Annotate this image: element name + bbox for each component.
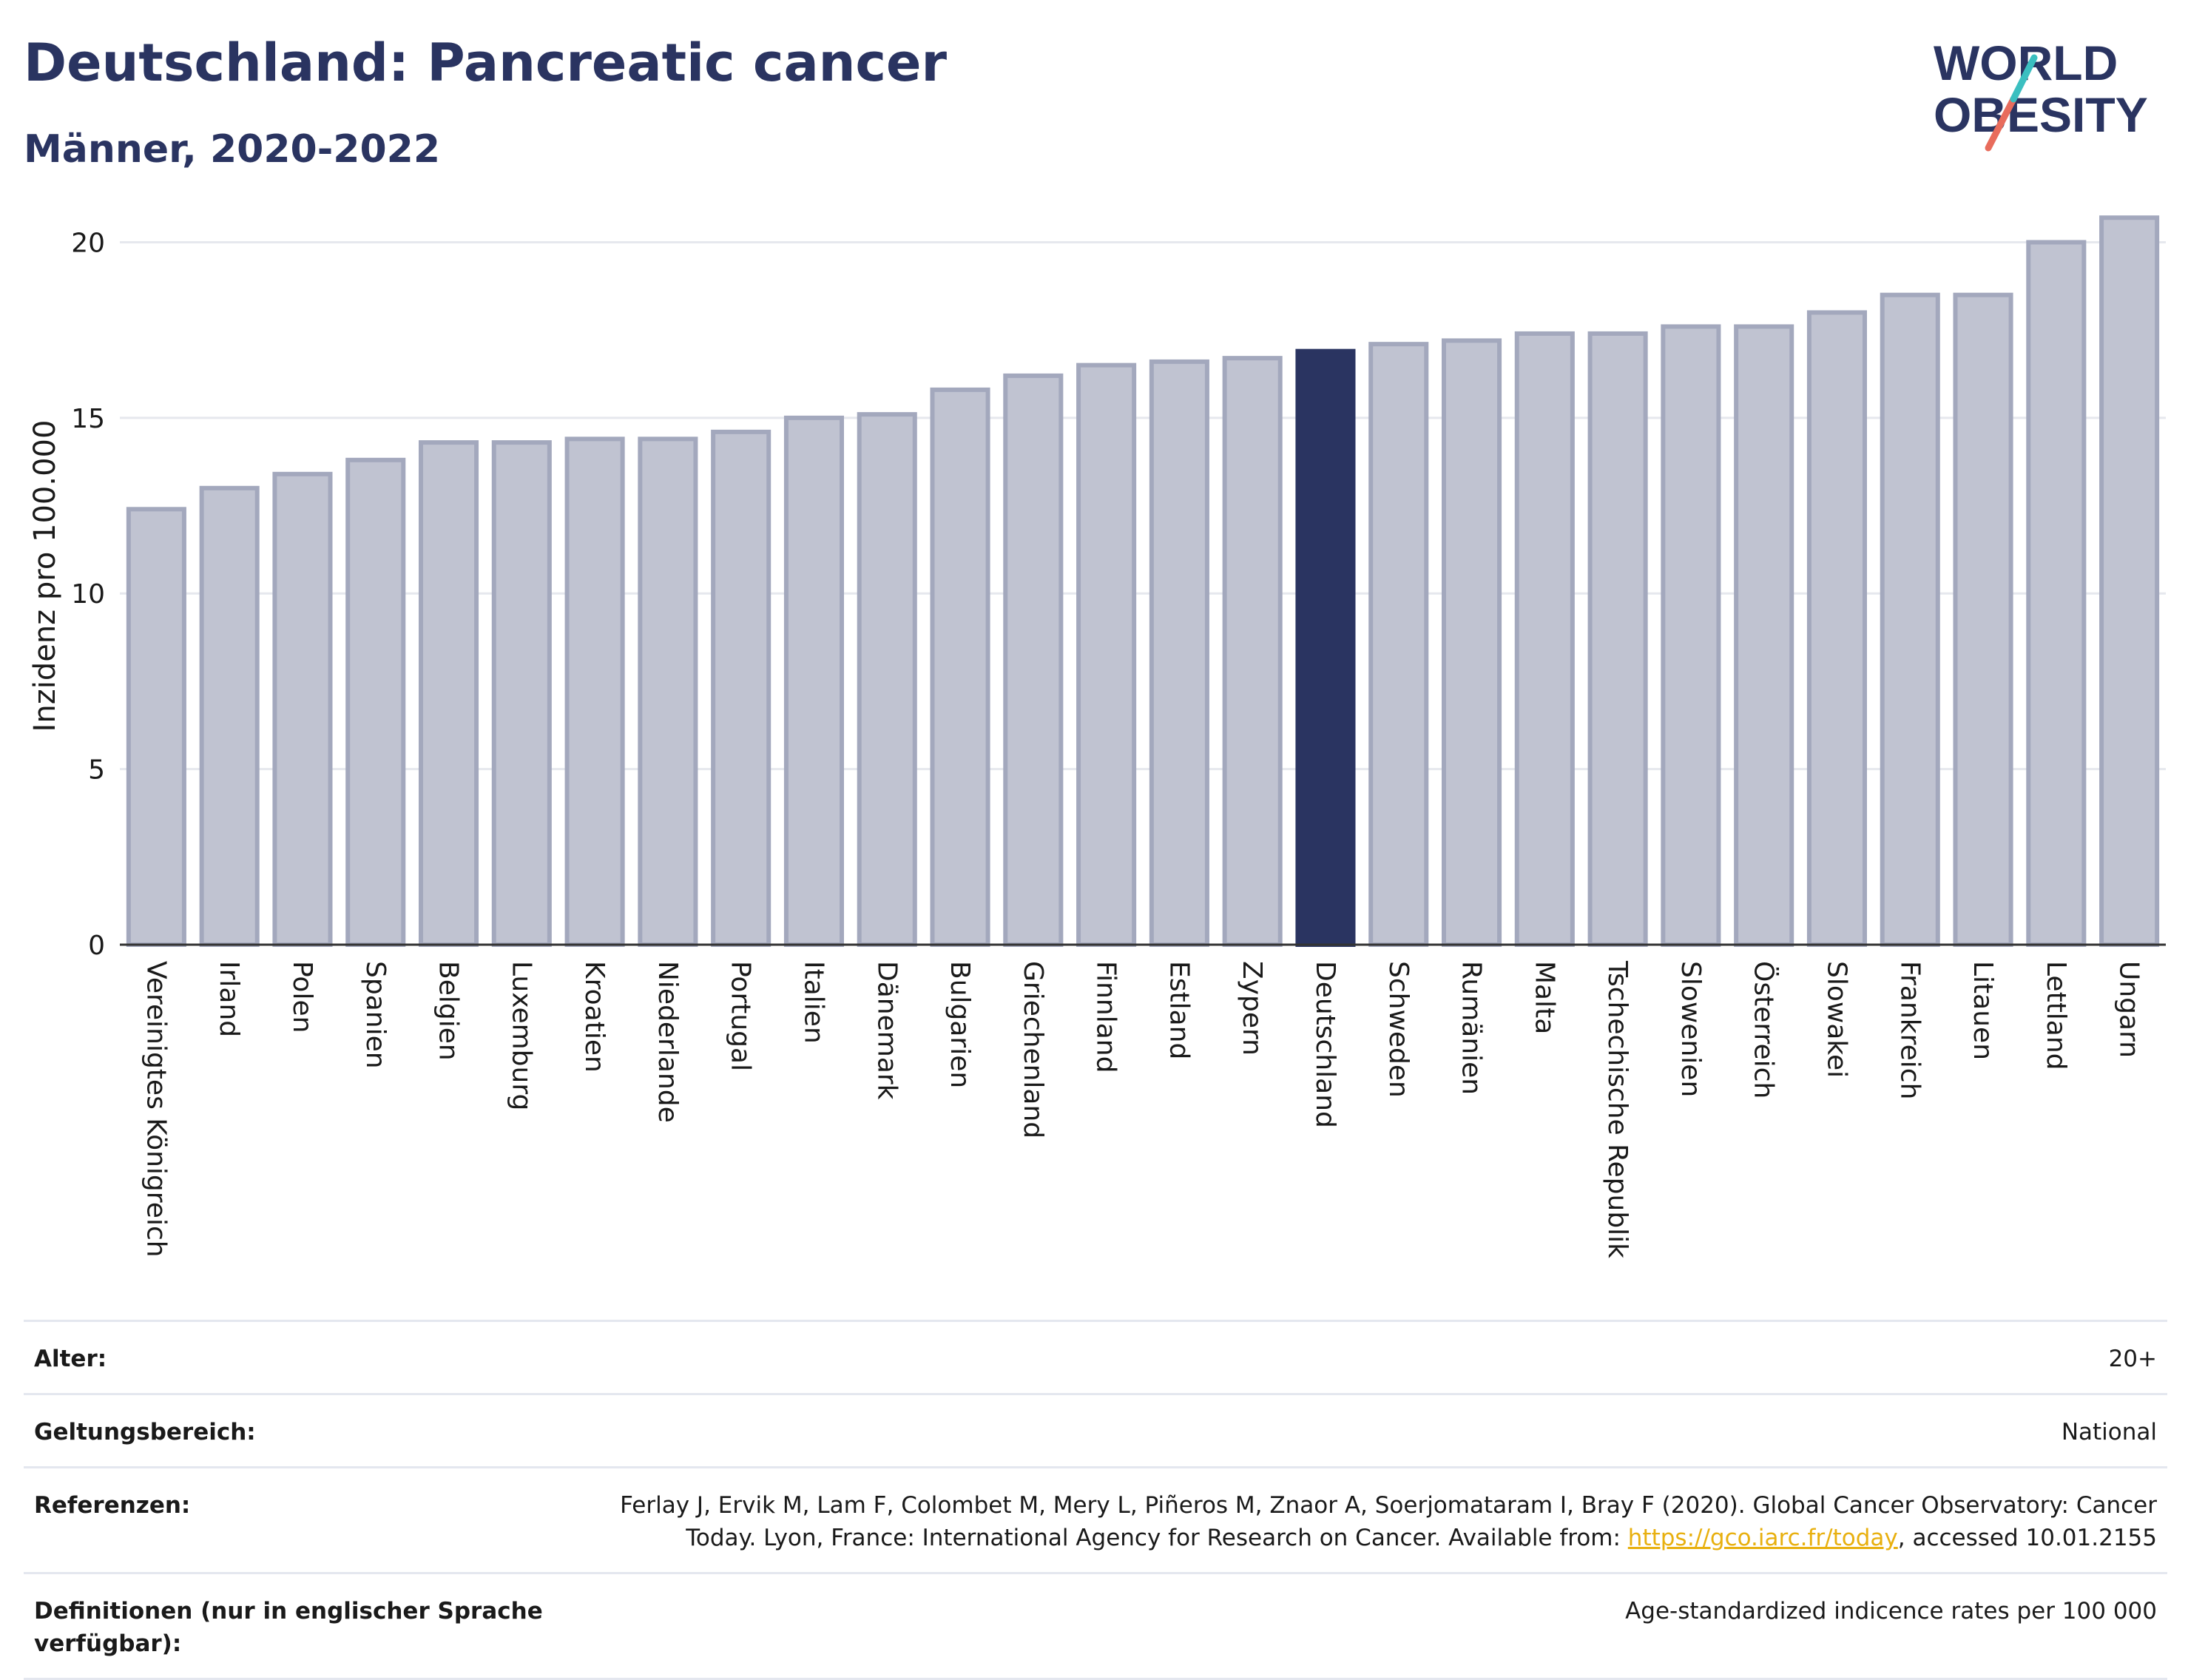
- bar-bulgarien: [930, 387, 990, 947]
- x-tick-label: Zypern: [1237, 961, 1267, 1056]
- reference-link[interactable]: https://gco.iarc.fr/today: [1627, 1525, 1898, 1551]
- bar-belgien: [418, 440, 479, 948]
- y-tick-label: 10: [71, 579, 105, 610]
- y-tick-label: 5: [88, 755, 105, 786]
- meta-value: Ferlay J, Ervik M, Lam F, Colombet M, Me…: [567, 1489, 2157, 1554]
- world-obesity-logo: WORLD OBESITY: [1934, 37, 2148, 152]
- x-tick-label: Kroatien: [579, 961, 610, 1073]
- meta-label: Alter:: [34, 1346, 107, 1372]
- bar-griechenland: [1003, 373, 1064, 947]
- reference-accessed: , accessed 10.01.2155: [1897, 1525, 2157, 1551]
- bar-italien: [783, 415, 845, 948]
- x-tick-label: Deutschland: [1310, 961, 1340, 1128]
- bar-luxemburg: [491, 440, 552, 948]
- x-tick-label: Litauen: [1968, 961, 1998, 1060]
- x-tick-label: Slowenien: [1675, 961, 1706, 1097]
- x-tick-label: Irland: [214, 961, 244, 1037]
- meta-row-definitions: Definitionen (nur in englischer Sprache …: [24, 1572, 2167, 1680]
- x-tick-label: Ungarn: [2114, 961, 2144, 1058]
- y-axis-label: Inzidenz pro 100.000: [28, 420, 62, 732]
- bar-ungarn: [2099, 215, 2160, 947]
- meta-value: Age-standardized indicence rates per 100…: [1625, 1598, 2157, 1625]
- metadata-table: Alter: 20+ Geltungsbereich: National Ref…: [24, 1320, 2167, 1680]
- meta-row-references: Referenzen: Ferlay J, Ervik M, Lam F, Co…: [24, 1466, 2167, 1572]
- bar-irland: [199, 485, 260, 947]
- meta-row-age: Alter: 20+: [24, 1320, 2167, 1393]
- bar-vereinigtes-königreich: [126, 507, 186, 947]
- bar-niederlande: [638, 436, 698, 948]
- bar-zypern: [1222, 356, 1283, 947]
- bar-estland: [1149, 359, 1209, 947]
- meta-label: Referenzen:: [34, 1492, 191, 1519]
- bar-finnland: [1076, 362, 1137, 947]
- x-tick-label: Dänemark: [871, 961, 902, 1100]
- meta-value: 20+: [2108, 1346, 2157, 1372]
- meta-label: Definitionen (nur in englischer Sprache …: [34, 1598, 543, 1657]
- x-tick-label: Belgien: [433, 961, 464, 1061]
- bar-schweden: [1368, 342, 1429, 947]
- x-tick-label: Vereinigtes Königreich: [141, 961, 171, 1258]
- reference-text: Ferlay J, Ervik M, Lam F, Colombet M, Me…: [620, 1492, 2157, 1551]
- x-tick-label: Italien: [798, 961, 828, 1044]
- bar-litauen: [1953, 292, 2013, 947]
- x-tick-label: Slowakei: [1821, 961, 1851, 1078]
- y-axis-ticks: 0 5 10 15 20: [71, 228, 105, 961]
- bar-rumänien: [1441, 338, 1502, 947]
- bar-lettland: [2026, 240, 2087, 947]
- meta-row-scope: Geltungsbereich: National: [24, 1393, 2167, 1466]
- y-tick-label: 20: [71, 228, 105, 258]
- x-tick-label: Polen: [287, 961, 317, 1033]
- bar-series: [126, 215, 2160, 948]
- bar-frankreich: [1880, 292, 1940, 947]
- x-tick-label: Portugal: [726, 961, 756, 1071]
- x-tick-label: Frankreich: [1894, 961, 1925, 1099]
- meta-label: Geltungsbereich:: [34, 1419, 256, 1445]
- y-tick-label: 0: [88, 931, 105, 961]
- x-tick-label: Schweden: [1383, 961, 1414, 1098]
- bar-portugal: [711, 429, 771, 948]
- x-tick-label: Griechenland: [1018, 961, 1048, 1138]
- svg-text:WORLD: WORLD: [1934, 37, 2118, 90]
- x-tick-label: Luxemburg: [506, 961, 536, 1110]
- page-subtitle: Männer, 2020-2022: [24, 127, 441, 172]
- x-tick-label: Malta: [1529, 961, 1559, 1034]
- x-tick-label: Österreich: [1749, 961, 1780, 1099]
- bar-österreich: [1734, 324, 1794, 947]
- bar-malta: [1514, 331, 1575, 947]
- x-tick-label: Finnland: [1091, 961, 1121, 1073]
- x-tick-label: Tschechische Republik: [1602, 960, 1632, 1258]
- x-axis-ticks: Vereinigtes Königreich Irland Polen Spanien…: [141, 960, 2144, 1258]
- bar-kroatien: [564, 436, 625, 948]
- bar-tschechische-republik: [1587, 331, 1648, 947]
- bar-deutschland: [1295, 348, 1356, 947]
- page-title: Deutschland: Pancreatic cancer: [24, 33, 948, 93]
- x-tick-label: Lettland: [2041, 961, 2071, 1070]
- bar-slowakei: [1806, 310, 1868, 947]
- bar-dänemark: [857, 412, 917, 948]
- svg-text:OBESITY: OBESITY: [1934, 87, 2148, 142]
- x-tick-label: Spanien: [360, 961, 391, 1069]
- bar-slowenien: [1661, 324, 1721, 947]
- x-tick-label: Estland: [1164, 961, 1194, 1059]
- x-tick-label: Bulgarien: [945, 961, 975, 1088]
- x-tick-label: Rumänien: [1456, 961, 1487, 1095]
- bar-chart: 0 5 10 15 20 Vereinigtes Königreich Irland Pol…: [28, 215, 2166, 1258]
- meta-value: National: [2061, 1419, 2157, 1445]
- bar-spanien: [345, 457, 406, 948]
- bar-polen: [272, 471, 333, 948]
- x-tick-label: Niederlande: [652, 961, 683, 1123]
- y-tick-label: 15: [71, 404, 105, 434]
